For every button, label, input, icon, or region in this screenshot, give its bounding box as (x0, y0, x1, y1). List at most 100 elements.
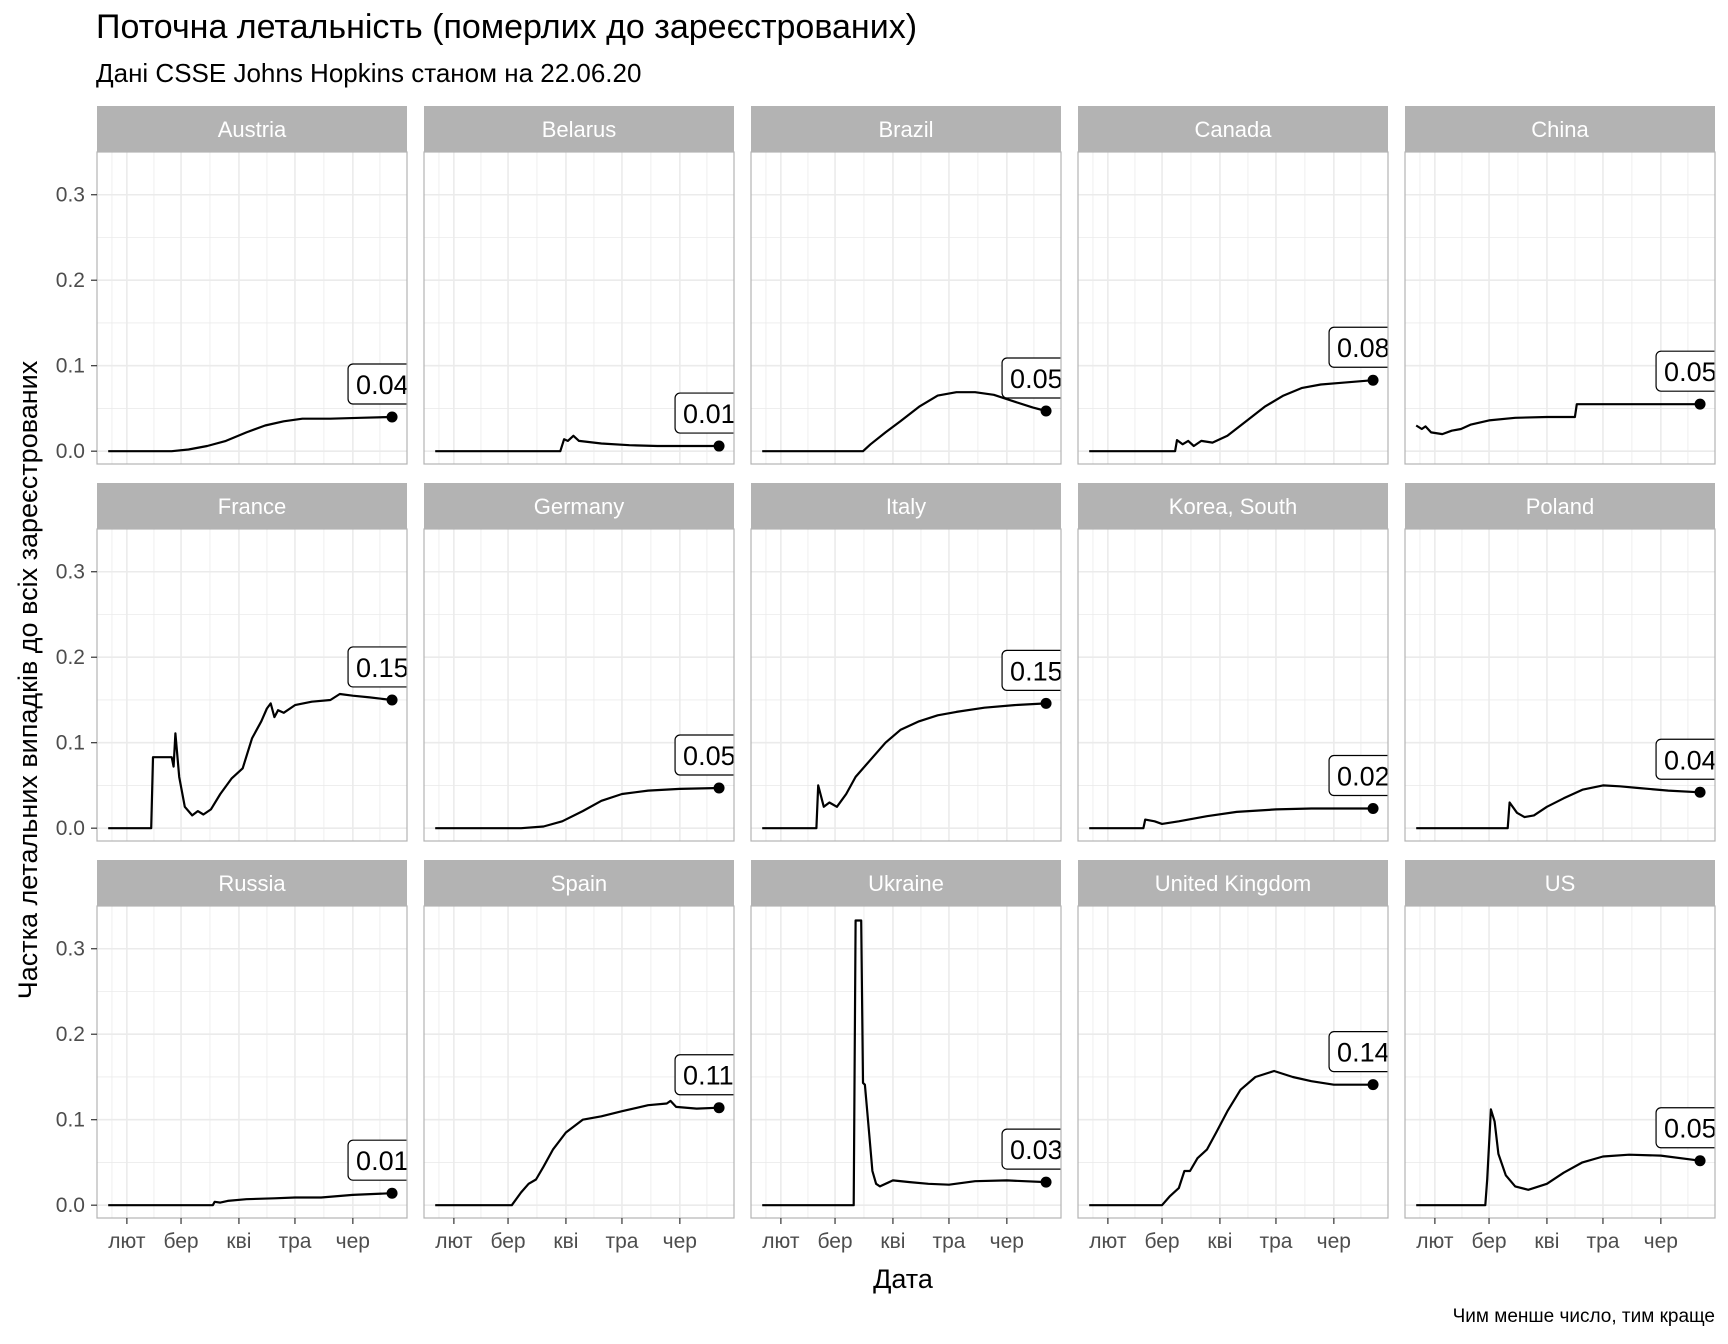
end-point (713, 440, 725, 452)
x-tick-label: кві (1207, 1230, 1232, 1253)
facet-panel: Austria 0.04 (96, 106, 409, 465)
facet-strip (424, 860, 734, 906)
facet-panel: United Kingdom 0.14 (1077, 860, 1389, 1219)
series-line (1089, 1069, 1374, 1207)
facet-strip-label: China (1531, 117, 1589, 142)
end-label: 0.05 (1664, 1114, 1717, 1144)
end-label-box (1655, 1107, 1715, 1149)
y-tick-label: 0.1 (56, 355, 85, 378)
facet-panel: China 0.05 (1404, 106, 1717, 465)
panel-border (423, 905, 735, 1219)
end-label-box (347, 1139, 407, 1181)
end-point (1040, 1176, 1052, 1188)
x-tick-label: чер (1317, 1230, 1351, 1253)
facet-strip (751, 860, 1061, 906)
series-line (1089, 379, 1374, 453)
facet-panel: Canada 0.08 (1077, 106, 1389, 465)
end-point (386, 1187, 398, 1199)
y-tick-label: 0.1 (56, 1109, 85, 1132)
y-tick-label: 0.2 (56, 1023, 85, 1046)
end-label: 0.15 (356, 653, 409, 683)
x-tick-label: бер (163, 1230, 198, 1253)
facet-strip-label: Austria (218, 117, 287, 142)
x-tick-label: бер (490, 1230, 525, 1253)
facet-strip (751, 106, 1061, 152)
end-label-group: 0.05 (1001, 357, 1063, 399)
end-label-group: 0.05 (1655, 1107, 1717, 1149)
facet-strip-label: US (1545, 871, 1576, 896)
facet-panel: Spain 0.11 (423, 860, 735, 1219)
end-point (1694, 786, 1706, 798)
x-tick-label: тра (1259, 1230, 1292, 1253)
chart-subtitle: Дані CSSE Johns Hopkins станом на 22.06.… (96, 58, 642, 88)
end-label-group: 0.05 (674, 734, 734, 776)
end-point (1367, 803, 1379, 815)
y-tick-label: 0.3 (56, 184, 85, 207)
end-label: 0.05 (1010, 364, 1063, 394)
x-tick-label: тра (932, 1230, 965, 1253)
series-line (1416, 784, 1701, 830)
x-tick-label: лют (762, 1230, 800, 1253)
facet-strip (1078, 860, 1388, 906)
x-tick-label: чер (990, 1230, 1024, 1253)
x-tick-label: чер (1644, 1230, 1678, 1253)
end-point (1040, 697, 1052, 709)
end-point (713, 782, 725, 794)
end-label-box (1655, 350, 1715, 392)
x-tick-label: кві (880, 1230, 905, 1253)
panel-background (424, 529, 734, 841)
end-label-group: 0.03 (1001, 1128, 1063, 1170)
facet-panel: Poland 0.04 (1404, 483, 1717, 842)
end-label: 0.03 (1010, 1135, 1063, 1165)
series-line (762, 702, 1047, 830)
chart-caption: Чим менше число, тим краще (1452, 1306, 1715, 1327)
x-tick-label: лют (108, 1230, 146, 1253)
facet-strip (1078, 106, 1388, 152)
series-line (762, 919, 1047, 1207)
panel-border (750, 528, 1062, 842)
x-tick-label: лют (435, 1230, 473, 1253)
end-label-box (1328, 1031, 1388, 1073)
facet-strip (97, 106, 407, 152)
end-label-group: 0.15 (1001, 649, 1061, 691)
end-label-box (1655, 738, 1715, 780)
end-point (713, 1102, 725, 1114)
end-point (1694, 1155, 1706, 1167)
end-label-box (1328, 326, 1388, 368)
series-line (1416, 1108, 1701, 1207)
end-label: 0.04 (356, 370, 409, 400)
y-tick-label: 0.3 (56, 561, 85, 584)
x-tick-label: бер (817, 1230, 852, 1253)
series-line (1089, 807, 1374, 830)
facet-strip (1405, 483, 1715, 529)
facet-strip-label: United Kingdom (1155, 871, 1312, 896)
end-label-group: 0.02 (1328, 754, 1388, 797)
y-tick-label: 0.0 (56, 1194, 85, 1217)
end-label: 0.04 (1664, 745, 1717, 775)
y-tick-label: 0.2 (56, 646, 85, 669)
end-label-box (674, 734, 734, 776)
end-label: 0.01 (683, 399, 736, 429)
end-label: 0.11 (683, 1061, 734, 1091)
chart-title: Поточна летальність (померлих до зареєст… (96, 8, 918, 46)
facet-strip-label: Poland (1526, 494, 1595, 519)
end-label-group: 0.04 (1655, 738, 1717, 780)
y-tick-label: 0.0 (56, 440, 85, 463)
facet-panel: Ukraine 0.03 (750, 860, 1063, 1219)
facet-panel: US 0.05 (1404, 860, 1717, 1219)
x-tick-label: кві (1534, 1230, 1559, 1253)
end-label-group: 0.14 (1328, 1031, 1388, 1073)
panel-border (1404, 905, 1716, 1219)
end-label: 0.05 (1664, 357, 1717, 387)
panel-border (1404, 151, 1716, 465)
x-tick-label: кві (226, 1230, 251, 1253)
end-label-box (347, 646, 407, 688)
facet-strip (751, 483, 1061, 529)
y-axis-title: Частка летальних випадків до всіх зареєс… (13, 360, 43, 999)
facet-strip (424, 483, 734, 529)
facet-strip-label: Spain (551, 871, 607, 896)
facet-strip-label: France (218, 494, 286, 519)
x-tick-label: лют (1089, 1230, 1127, 1253)
